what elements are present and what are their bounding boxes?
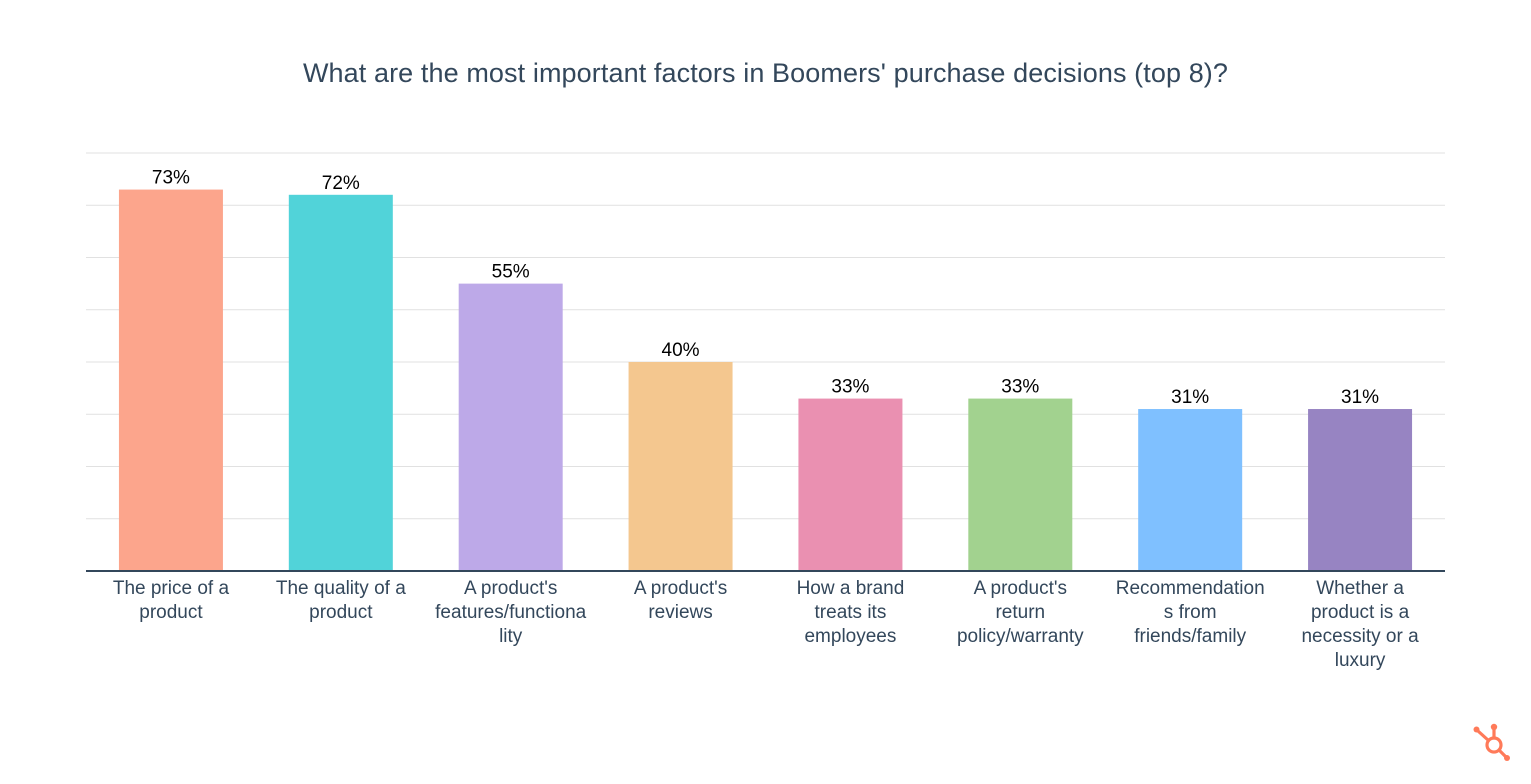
bar xyxy=(798,398,903,571)
x-tick-label: Whether a product is a necessity or a luxur… xyxy=(1301,578,1419,671)
data-label: 55% xyxy=(492,262,530,283)
bar xyxy=(288,194,393,572)
data-label: 73% xyxy=(152,168,190,189)
data-label: 31% xyxy=(1171,387,1209,408)
x-tick-label: A product's features/functiona lity xyxy=(435,578,586,647)
x-tick-label: Recommendation s from friends/family xyxy=(1116,578,1265,647)
data-label: 33% xyxy=(831,377,869,398)
x-tick-label: A product's return policy/warranty xyxy=(957,578,1084,647)
x-tick-label: The price of a product xyxy=(113,578,230,623)
data-label: 72% xyxy=(322,173,360,194)
bar xyxy=(1138,409,1243,571)
bar xyxy=(458,283,563,571)
data-label: 33% xyxy=(1001,377,1039,398)
data-label: 40% xyxy=(662,340,700,361)
hubspot-sprocket-icon xyxy=(1473,723,1510,761)
data-label: 31% xyxy=(1341,387,1379,408)
x-tick-label: A product's reviews xyxy=(634,578,727,623)
bar xyxy=(1308,409,1413,571)
bar xyxy=(628,362,733,571)
chart-title: What are the most important factors in B… xyxy=(302,58,1229,88)
x-tick-label: The quality of a product xyxy=(276,578,406,623)
bar xyxy=(118,189,223,571)
x-tick-label: How a brand treats its employees xyxy=(797,578,905,647)
bar xyxy=(968,398,1073,571)
